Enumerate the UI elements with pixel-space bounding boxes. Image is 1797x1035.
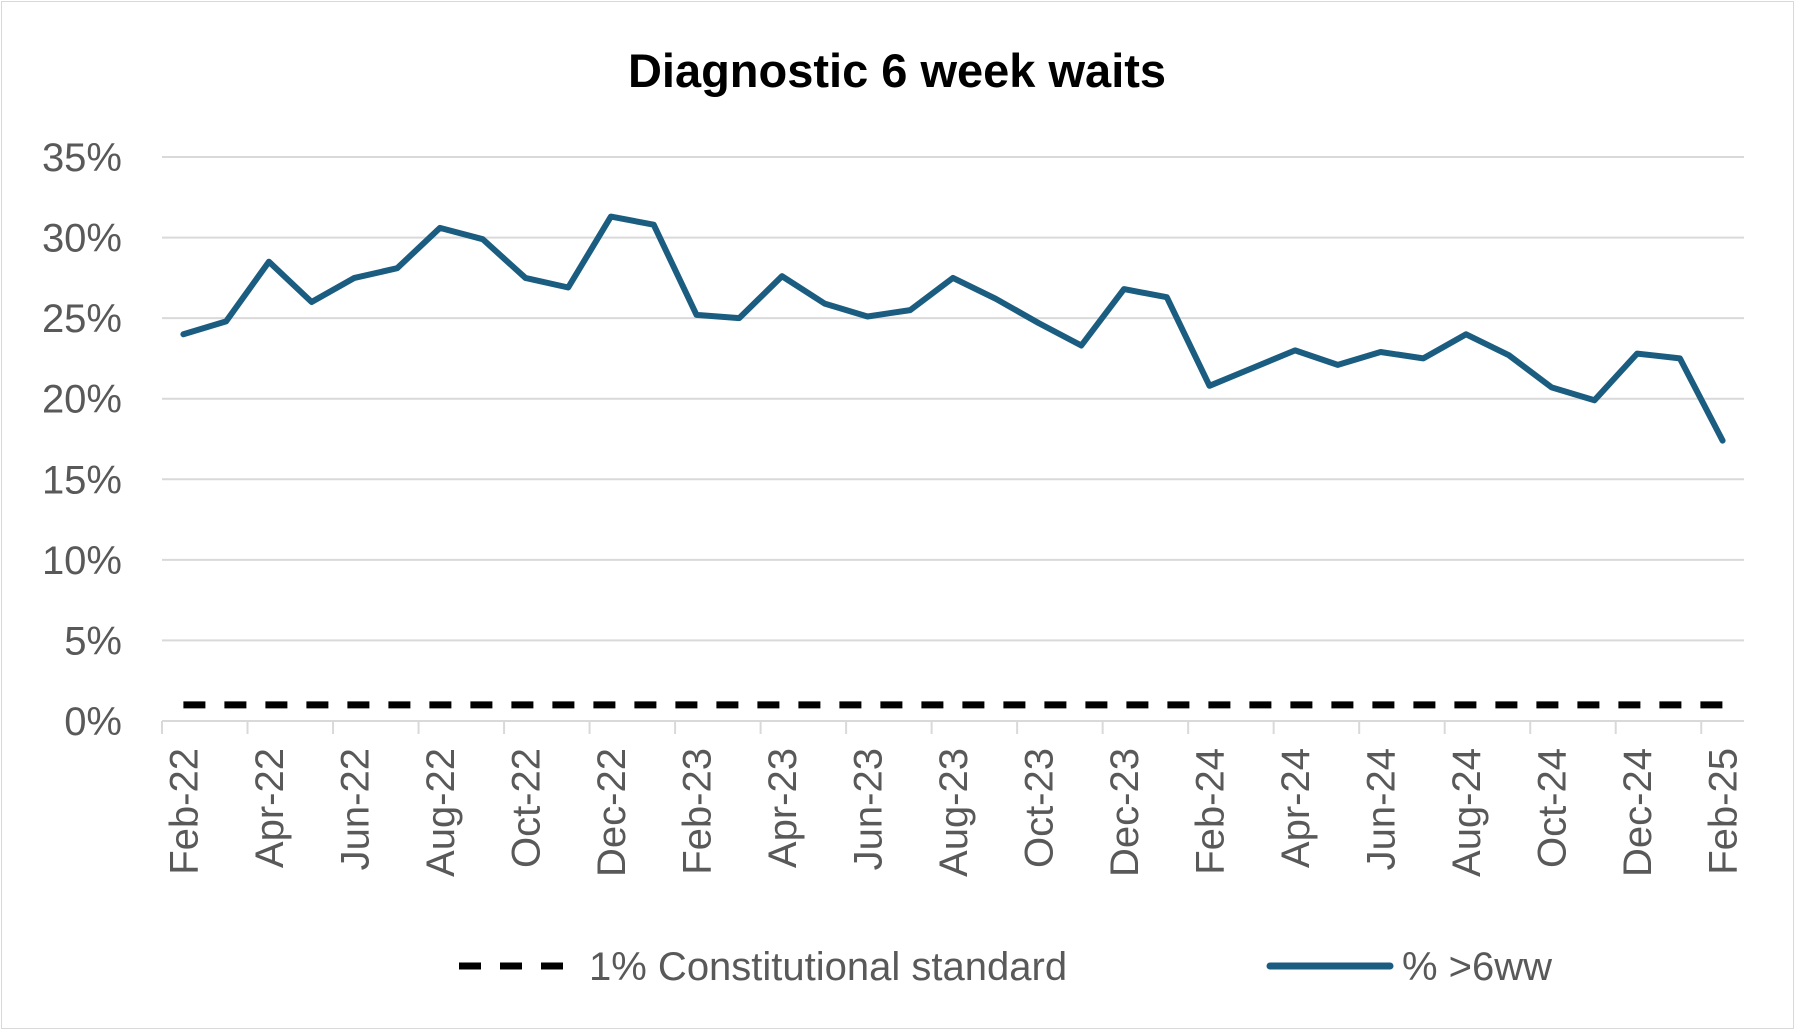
series-layer — [180, 213, 1726, 709]
x-tick-label: Feb-25 — [1702, 748, 1746, 875]
x-tick-label: Jun-22 — [333, 748, 377, 870]
x-tick-label: Aug-24 — [1445, 748, 1489, 877]
x-tick-label: Feb-22 — [162, 748, 206, 875]
x-tick-label: Jun-23 — [846, 748, 890, 870]
y-tick-label: 20% — [42, 378, 122, 422]
x-tick-label: Apr-23 — [761, 748, 805, 868]
y-tick-label: 0% — [64, 700, 122, 744]
x-tick-label: Dec-23 — [1103, 748, 1147, 877]
y-tick-label: 30% — [42, 217, 122, 261]
x-tick-label: Feb-24 — [1189, 748, 1233, 875]
x-tick-label: Feb-23 — [675, 748, 719, 875]
x-tick-label: Dec-24 — [1616, 748, 1660, 877]
x-tick-label: Apr-24 — [1274, 748, 1318, 868]
y-tick-label: 10% — [42, 539, 122, 583]
y-tick-label: 5% — [64, 619, 122, 663]
chart-title: Diagnostic 6 week waits — [628, 44, 1166, 97]
gridlines — [162, 156, 1744, 642]
legend: 1% Constitutional standard % >6ww — [459, 945, 1552, 989]
x-tick-label: Oct-24 — [1531, 748, 1575, 868]
x-tick-label: Aug-22 — [419, 748, 463, 877]
y-tick-label: 25% — [42, 297, 122, 341]
series-line-pct-over-6ww — [180, 213, 1726, 444]
y-tick-label: 35% — [42, 136, 122, 180]
x-tick-label: Jun-24 — [1360, 748, 1404, 870]
x-tick-label: Aug-23 — [932, 748, 976, 877]
x-tick-label: Oct-23 — [1018, 748, 1062, 868]
x-tick-label: Oct-22 — [504, 748, 548, 868]
legend-label-pct-over-6ww: % >6ww — [1402, 945, 1552, 989]
y-tick-label: 15% — [42, 458, 122, 502]
axes: 0% 5% 10% 15% 20% 25% 30% 35% Feb-22 Apr-22 Jun-22… — [42, 136, 1746, 877]
legend-label-constitutional-standard: 1% Constitutional standard — [589, 945, 1067, 989]
x-tick-label: Apr-22 — [248, 748, 292, 868]
x-tick-label: Dec-22 — [590, 748, 634, 877]
